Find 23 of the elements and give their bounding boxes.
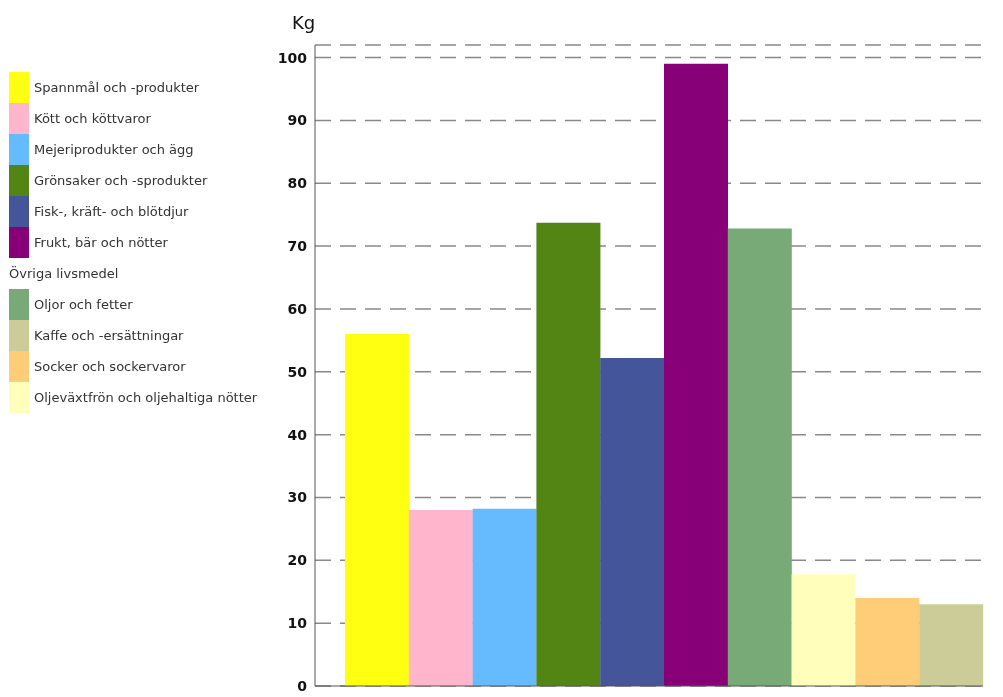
legend-label: Oljeväxtfrön och oljehaltiga nötter — [34, 390, 258, 405]
y-tick-label: 10 — [287, 615, 308, 632]
legend-label: Spannmål och -produkter — [34, 80, 200, 95]
legend-label: Oljor och fetter — [34, 297, 133, 312]
y-tick-label: 90 — [287, 112, 308, 129]
y-tick-label: 20 — [287, 552, 308, 569]
legend-label: Kött och köttvaror — [34, 111, 151, 126]
legend-label: Grönsaker och -sprodukter — [34, 173, 208, 188]
text: Övriga livsmedel — [9, 265, 120, 283]
y-tick-label: 40 — [287, 426, 308, 443]
y-tick-label: 60 — [287, 300, 308, 317]
y-tick-label: 80 — [287, 175, 308, 192]
legend-label: Socker och sockervaror — [34, 359, 186, 374]
y-tick-label: 100 — [277, 49, 308, 66]
y-axis-title: Kg — [292, 12, 316, 33]
legend-label: Kaffe och -ersättningar — [34, 328, 184, 343]
y-tick-label: 0 — [297, 677, 308, 694]
legend-label: Fisk-, kräft- och blötdjur — [34, 204, 189, 219]
y-tick-label: 30 — [287, 489, 308, 506]
legend-label: Frukt, bär och nötter — [34, 235, 168, 250]
legend-label: Mejeriprodukter och ägg — [34, 142, 194, 157]
y-tick-label: 70 — [287, 238, 308, 255]
y-tick-label: 50 — [287, 363, 308, 380]
